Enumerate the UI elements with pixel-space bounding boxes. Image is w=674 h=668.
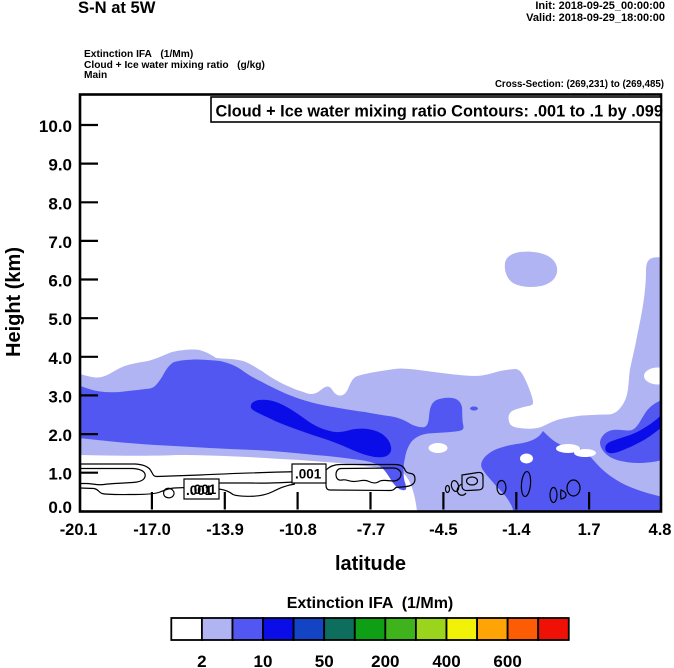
svg-text:6.0: 6.0 [48,272,72,291]
svg-text:latitude: latitude [335,553,406,575]
svg-text:.001: .001 [295,467,322,482]
svg-text:1.0: 1.0 [48,465,72,484]
svg-text:2: 2 [197,652,206,668]
svg-text:4.0: 4.0 [48,349,72,368]
svg-text:-7.7: -7.7 [357,521,385,539]
svg-text:Extinction IFA (1/Mm): Extinction IFA (1/Mm) [287,595,454,612]
svg-text:-20.1: -20.1 [60,521,98,539]
svg-text:400: 400 [432,652,460,668]
svg-text:-1.4: -1.4 [502,521,531,539]
svg-text:8.0: 8.0 [48,194,72,213]
svg-text:10: 10 [254,652,273,668]
svg-text:-10.8: -10.8 [279,521,317,539]
svg-text:2.0: 2.0 [48,426,72,445]
svg-text:600: 600 [493,652,521,668]
svg-text:1.7: 1.7 [578,521,601,539]
svg-text:-17.0: -17.0 [133,521,171,539]
svg-text:.001: .001 [190,482,217,497]
svg-text:10.0: 10.0 [39,117,72,136]
svg-text:200: 200 [371,652,399,668]
svg-text:7.0: 7.0 [48,233,72,252]
svg-text:.001: .001 [186,483,213,498]
svg-text:-13.9: -13.9 [206,521,244,539]
svg-text:-4.5: -4.5 [429,521,457,539]
svg-text:3.0: 3.0 [48,387,72,406]
svg-text:Cloud + Ice water mixing ratio: Cloud + Ice water mixing ratio Contours:… [216,103,663,121]
svg-text:9.0: 9.0 [48,156,72,175]
svg-text:5.0: 5.0 [48,310,72,329]
svg-text:Height (km): Height (km) [3,247,25,357]
svg-text:4.8: 4.8 [649,521,672,539]
svg-text:50: 50 [315,652,334,668]
svg-text:0.0: 0.0 [48,498,72,517]
